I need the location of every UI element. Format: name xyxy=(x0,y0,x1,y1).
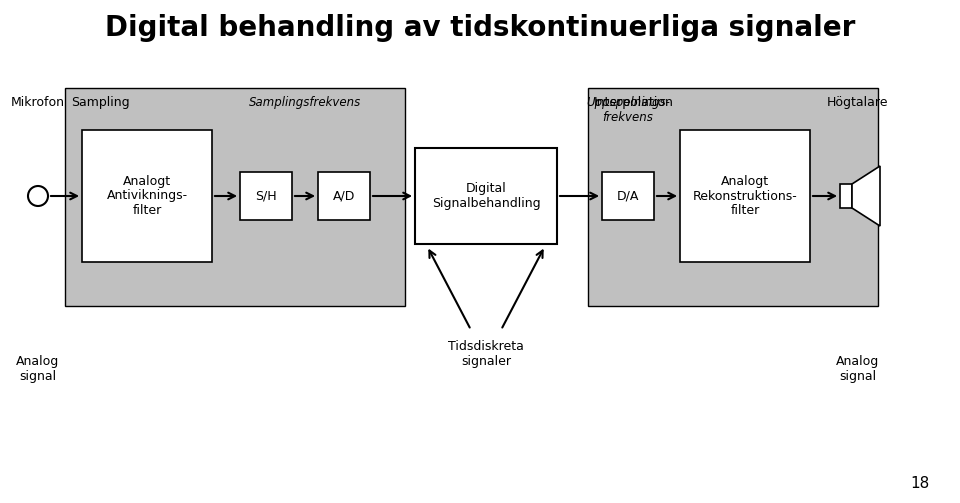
Text: Samplingsfrekvens: Samplingsfrekvens xyxy=(249,96,361,109)
Text: Digital
Signalbehandling: Digital Signalbehandling xyxy=(432,182,540,210)
Text: Digital behandling av tidskontinuerliga signaler: Digital behandling av tidskontinuerliga … xyxy=(105,14,855,42)
Bar xyxy=(680,130,810,262)
Text: A/D: A/D xyxy=(333,190,355,203)
Text: D/A: D/A xyxy=(617,190,639,203)
Text: Uppspelnings-
frekvens: Uppspelnings- frekvens xyxy=(586,96,670,124)
Text: Tidsdiskreta
signaler: Tidsdiskreta signaler xyxy=(448,340,524,368)
Text: S/H: S/H xyxy=(255,190,276,203)
Bar xyxy=(415,148,557,244)
Text: Analog
signal: Analog signal xyxy=(836,355,879,383)
Bar xyxy=(840,184,852,208)
Text: Högtalare: Högtalare xyxy=(828,96,889,109)
Bar xyxy=(240,172,292,220)
Text: 18: 18 xyxy=(910,475,929,490)
Bar xyxy=(588,88,878,306)
Bar xyxy=(82,130,212,262)
Text: Analogt
Antiviknings-
filter: Analogt Antiviknings- filter xyxy=(107,175,187,217)
Text: Analogt
Rekonstruktions-
filter: Analogt Rekonstruktions- filter xyxy=(692,175,798,217)
Bar xyxy=(65,88,405,306)
Text: Interpolation: Interpolation xyxy=(594,96,674,109)
Text: Sampling: Sampling xyxy=(71,96,130,109)
Bar xyxy=(602,172,654,220)
Polygon shape xyxy=(852,166,880,226)
Bar xyxy=(318,172,370,220)
Text: Analog
signal: Analog signal xyxy=(16,355,60,383)
Text: Mikrofon: Mikrofon xyxy=(11,96,65,109)
